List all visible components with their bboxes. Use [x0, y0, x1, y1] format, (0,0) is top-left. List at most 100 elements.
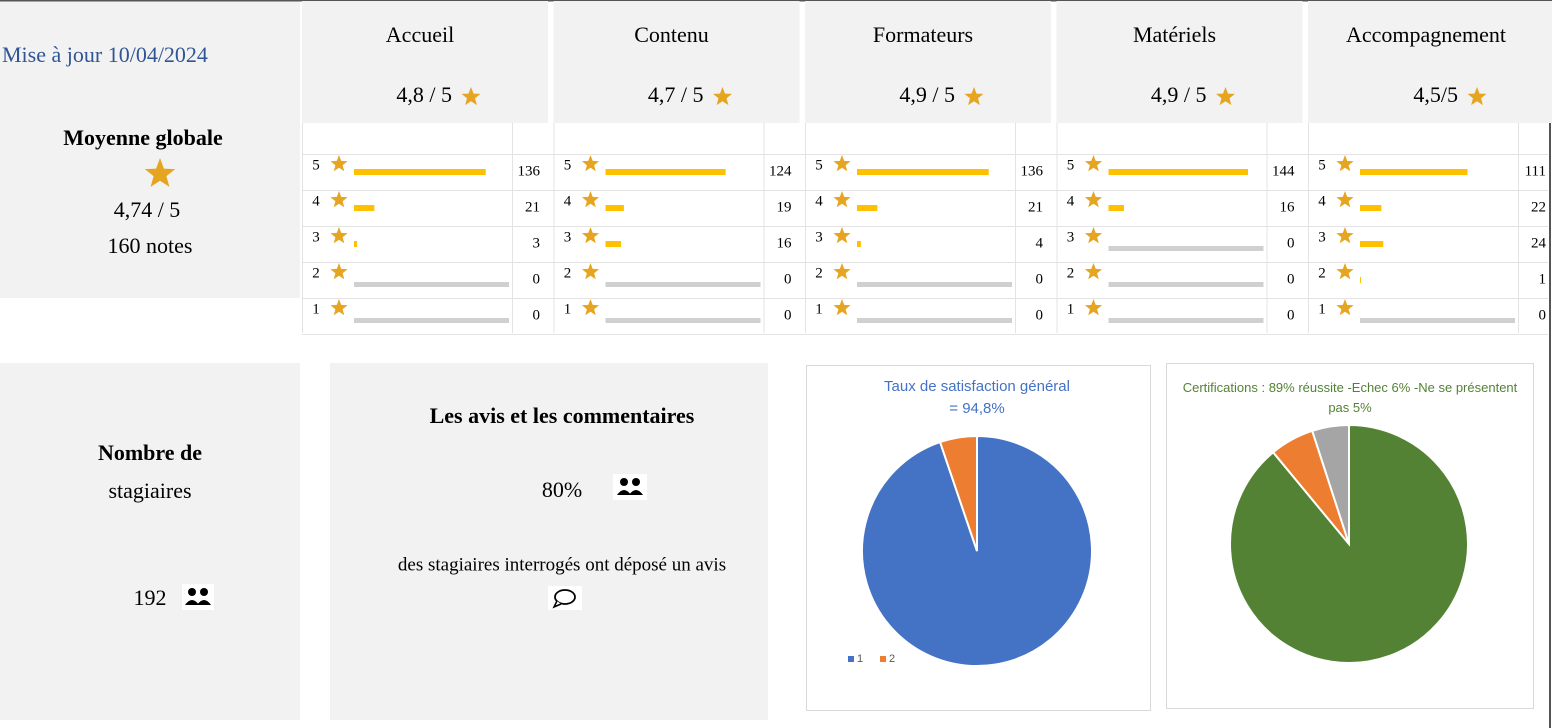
star-icon — [713, 87, 732, 106]
level-label: 1 — [1318, 301, 1326, 317]
rating-count: 3 — [533, 235, 541, 251]
rating-count: 21 — [1028, 199, 1043, 215]
rating-count: 1 — [1539, 271, 1547, 287]
people-icon — [613, 474, 647, 500]
rating-count: 24 — [1531, 235, 1547, 251]
star-icon — [1336, 191, 1354, 208]
rating-count: 22 — [1531, 199, 1546, 215]
level-label: 3 — [564, 229, 572, 245]
rating-bar — [857, 241, 861, 247]
star-icon — [330, 299, 348, 316]
level-label: 3 — [312, 229, 320, 245]
star-icon — [1336, 227, 1354, 244]
rating-count: 19 — [777, 199, 792, 215]
rating-bar — [1108, 169, 1248, 175]
level-label: 3 — [815, 229, 823, 245]
level-label: 4 — [1067, 193, 1075, 209]
update-date: Mise à jour 10/04/2024 — [2, 42, 208, 67]
section-score: 4,8 / 5 — [396, 82, 452, 107]
trainees-title: Nombre de — [98, 440, 202, 465]
rating-bar — [605, 169, 726, 175]
reviews-title: Les avis et les commentaires — [430, 403, 695, 428]
rating-count: 0 — [1539, 307, 1547, 323]
star-icon — [1336, 263, 1354, 280]
rating-count: 0 — [1036, 271, 1044, 287]
rating-count: 21 — [525, 199, 540, 215]
rating-count: 136 — [1021, 163, 1044, 179]
level-label: 5 — [815, 157, 823, 173]
section-header — [553, 1, 800, 123]
level-label: 1 — [815, 301, 823, 317]
level-label: 5 — [312, 157, 320, 173]
star-icon — [833, 227, 851, 244]
reviews-text: des stagiaires interrogés ont déposé un … — [398, 554, 726, 575]
star-icon — [1084, 191, 1103, 208]
level-label: 5 — [1318, 157, 1326, 173]
legend-swatch — [848, 656, 854, 662]
star-icon — [330, 227, 348, 244]
star-icon — [330, 155, 348, 172]
rating-bar — [354, 169, 486, 175]
rating-bar — [605, 205, 624, 211]
star-icon — [1467, 87, 1487, 106]
bar-track — [354, 318, 509, 323]
level-label: 2 — [312, 265, 320, 281]
level-label: 4 — [815, 193, 823, 209]
bar-track — [1108, 318, 1264, 323]
global-panel — [0, 0, 300, 298]
level-label: 2 — [1318, 265, 1326, 281]
rating-bar — [1108, 205, 1124, 211]
trainees-subtitle: stagiaires — [108, 478, 191, 503]
star-icon — [330, 191, 348, 208]
level-label: 1 — [564, 301, 572, 317]
rating-bar — [354, 205, 375, 211]
level-label: 3 — [1318, 229, 1326, 245]
star-icon — [1084, 263, 1103, 280]
rating-count: 111 — [1525, 163, 1546, 179]
section-name: Contenu — [634, 22, 709, 47]
bar-track — [857, 318, 1012, 323]
level-label: 5 — [564, 157, 572, 173]
rating-count: 0 — [533, 271, 541, 287]
section-name: Accueil — [386, 22, 454, 47]
rating-count: 0 — [1287, 235, 1295, 251]
section-score: 4,5/5 — [1413, 82, 1458, 107]
star-icon — [581, 155, 600, 172]
trainees-panel — [0, 363, 300, 720]
rating-bar — [1360, 169, 1468, 175]
star-icon — [144, 158, 176, 187]
comment-icon — [548, 586, 582, 610]
legend-label: 2 — [889, 653, 895, 665]
bar-track — [1360, 318, 1515, 323]
star-icon — [581, 227, 600, 244]
rating-count: 4 — [1036, 235, 1044, 251]
rating-count: 0 — [1287, 307, 1295, 323]
level-label: 4 — [1318, 193, 1326, 209]
legend-label: 1 — [857, 653, 863, 665]
people-icon — [182, 584, 214, 610]
star-icon — [461, 87, 481, 106]
section-header — [805, 1, 1051, 123]
rating-count: 0 — [1287, 271, 1295, 287]
level-label: 1 — [1067, 301, 1075, 317]
bar-track — [857, 282, 1012, 287]
reviews-percent: 80% — [542, 477, 582, 502]
section-score: 4,7 / 5 — [648, 82, 704, 107]
level-label: 4 — [312, 193, 320, 209]
star-icon — [1336, 299, 1354, 316]
rating-count: 144 — [1272, 163, 1295, 179]
section-header — [1056, 1, 1303, 123]
section-name: Formateurs — [873, 22, 973, 47]
star-icon — [1084, 227, 1103, 244]
section-name: Matériels — [1133, 22, 1216, 47]
level-label: 2 — [1067, 265, 1075, 281]
star-icon — [1084, 155, 1103, 172]
bar-track — [1108, 246, 1264, 251]
star-icon — [833, 263, 851, 280]
reviews-panel — [330, 363, 768, 720]
star-icon — [833, 299, 851, 316]
legend-swatch — [880, 656, 886, 662]
star-icon — [1336, 155, 1354, 172]
